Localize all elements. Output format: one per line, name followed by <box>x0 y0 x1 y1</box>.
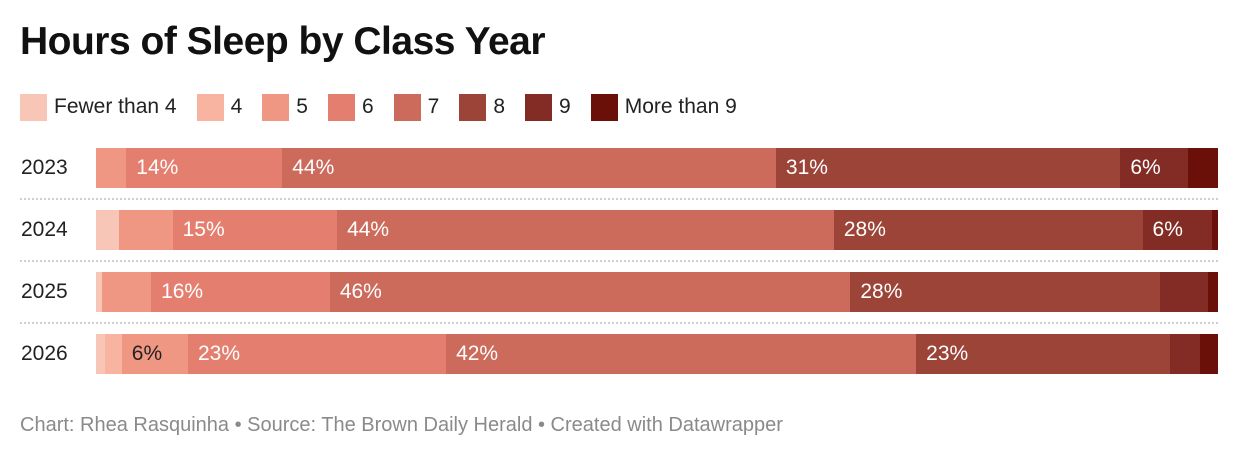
legend-swatch <box>459 93 487 121</box>
bar-segment <box>329 272 851 312</box>
chart-footer: Chart: Rhea Rasquinha • Source: The Brow… <box>20 414 783 436</box>
bar-segment <box>1207 272 1219 312</box>
legend-item: More than 9 <box>590 93 737 121</box>
legend-item: 5 <box>262 93 308 121</box>
bar-segment <box>1120 148 1189 188</box>
row-label: 2024 <box>21 218 68 241</box>
data-label: 16% <box>161 280 204 303</box>
bar-segment <box>1159 272 1209 312</box>
data-label: 6% <box>1130 156 1161 179</box>
data-label: 28% <box>860 280 903 303</box>
legend-item: 6 <box>327 93 374 121</box>
bar-segment <box>96 148 127 188</box>
row-label: 2023 <box>21 156 68 179</box>
legend-item: 7 <box>393 93 440 121</box>
data-label: 23% <box>198 342 241 365</box>
legend-swatch <box>20 93 47 121</box>
data-label: 46% <box>339 280 382 303</box>
bar-segment <box>96 210 120 250</box>
stacked-bar: 16% 46% 28% <box>96 272 1219 312</box>
legend-swatch <box>590 93 618 121</box>
data-label: 14% <box>136 156 179 179</box>
bar-segment <box>172 210 338 250</box>
legend-item: 8 <box>459 93 506 121</box>
bar-segment <box>188 334 447 374</box>
bar-segment <box>96 272 103 312</box>
legend-label: 4 <box>230 95 243 118</box>
chart-title: Hours of Sleep by Class Year <box>20 20 546 63</box>
data-label: 44% <box>347 218 390 241</box>
legend-swatch <box>196 93 224 121</box>
legend-label: 7 <box>427 95 440 118</box>
bar-segment <box>1212 210 1219 250</box>
bar-segment <box>1200 334 1219 374</box>
legend-swatch <box>525 93 553 121</box>
stacked-bar: 14% 44% 31% 6% <box>96 148 1219 188</box>
bar-segment <box>121 334 189 374</box>
bar-segment <box>126 148 283 188</box>
bar-segment <box>916 334 1171 374</box>
bar-segment <box>104 334 123 374</box>
legend: Fewer than 4 4 5 6 7 8 9 More than 9 <box>20 92 757 122</box>
legend-label: 9 <box>559 95 571 118</box>
bar-segment <box>833 210 1144 250</box>
row-label: 2025 <box>21 280 68 303</box>
legend-swatch <box>327 93 355 121</box>
stacked-bar: 15% 44% 28% 6% <box>96 210 1219 250</box>
legend-item: 4 <box>196 93 243 121</box>
data-label: 6% <box>1152 218 1183 241</box>
bar-segment <box>446 334 917 374</box>
data-label: 15% <box>182 218 225 241</box>
data-label: 28% <box>843 218 886 241</box>
row-divider <box>20 260 1218 262</box>
bar-segment <box>337 210 835 250</box>
data-label: 44% <box>292 156 335 179</box>
row-label: 2026 <box>21 342 68 365</box>
row-divider <box>20 322 1218 324</box>
legend-item: 9 <box>525 93 571 121</box>
bar-segment <box>101 272 152 312</box>
row-divider <box>20 198 1218 200</box>
stacked-bar: 6% 23% 42% 23% <box>96 334 1219 374</box>
legend-swatch <box>393 93 421 121</box>
bar-segment <box>118 210 174 250</box>
legend-label: Fewer than 4 <box>54 95 177 118</box>
legend-label: 8 <box>493 95 506 118</box>
bar-segment <box>775 148 1121 188</box>
data-label: 42% <box>456 342 499 365</box>
bar-segment <box>1187 148 1219 188</box>
legend-label: More than 9 <box>624 95 737 118</box>
bar-segment <box>1169 334 1201 374</box>
bar-segment <box>1142 210 1213 250</box>
data-label: 23% <box>926 342 969 365</box>
data-label: 31% <box>785 156 828 179</box>
bar-segment <box>850 272 1161 312</box>
bar-segment <box>151 272 331 312</box>
legend-item: Fewer than 4 <box>20 93 177 121</box>
legend-swatch <box>262 93 290 121</box>
bar-segment <box>282 148 777 188</box>
bar-segment <box>96 334 106 374</box>
legend-label: 5 <box>296 95 308 118</box>
legend-label: 6 <box>361 95 374 118</box>
data-label: 6% <box>131 342 163 365</box>
